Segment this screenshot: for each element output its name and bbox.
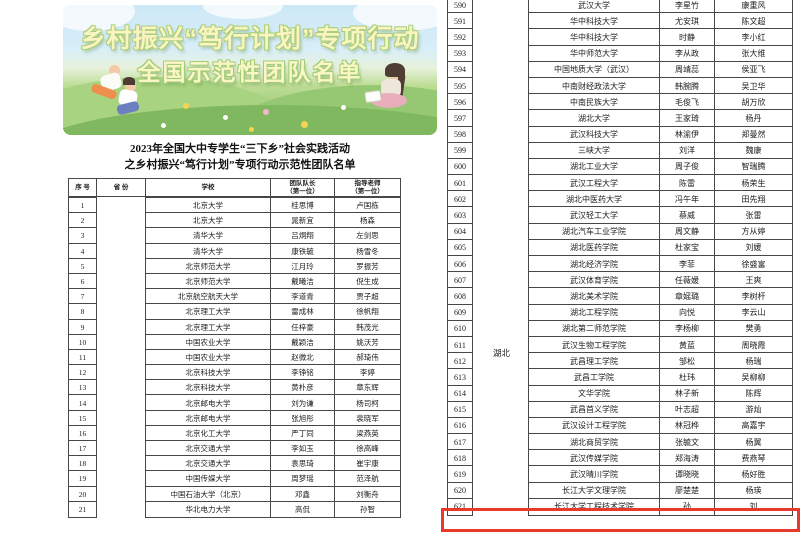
banner-title-line2: 全国示范性团队名单 (137, 59, 363, 85)
table-row: 601 武汉工程大学 陈雷 杨荣生 (447, 174, 793, 193)
table-row: 606 湖北经济学院 李菲 徐盛富 (447, 255, 793, 274)
right-table: 590 武汉大学 李星竹 康重风 591 华中科技大学 尤安琪 陈文超 592 华中科技大学 时静李… (447, 0, 793, 516)
flower-dot (249, 127, 254, 132)
table-row: 599 三峡大学 刘洋 魏康 (447, 141, 793, 160)
runner-figures (81, 63, 161, 133)
table-row: 607 武汉体育学院 任薇媛 王爽 (447, 271, 793, 290)
document-title-line1: 2023年全国大中专学生“三下乡”社会实践活动 (130, 143, 350, 155)
table-row: 616 武汉设计工程学院 林冠桦 高嘉宇 (447, 416, 793, 436)
table-row: 593 华中师范大学 李从政 张大维 (447, 44, 793, 63)
flower-dot (223, 115, 228, 120)
table-row: 617 湖北商贸学院 张毓文 杨翼 (447, 433, 793, 452)
left-table-body: 1 北京大学 桂思博 卢国栋 2 北京大学 晁新宜 杨森 3 清华大学 吕烔翔 左剑思 4 清华大学 康铁毓… (68, 197, 401, 518)
table-row: 1 北京大学 桂思博 卢国栋 (68, 197, 401, 215)
table-row: 596 中南民族大学 毛俊飞 胡万欣 (447, 93, 793, 112)
cloud-shape (203, 5, 283, 19)
table-row: 10 中国农业大学 戴颖洁 姚沃芳 (68, 333, 401, 351)
table-row: 12 北京科技大学 李铮铭 李婷 (68, 364, 401, 382)
cell-province (96, 500, 146, 518)
table-row: 16 北京化工大学 严丁同 梁燕英 (68, 424, 401, 442)
table-row: 613 武昌工学院 杜玮 吴柳柳 (447, 368, 793, 387)
cell-leader: 高侃 (270, 500, 335, 518)
table-row: 20 中国石油大学（北京） 邓鑫 刘衡舟 (68, 485, 401, 503)
table-row: 608 湖北美术学院 章媱璐 李树杆 (447, 287, 793, 306)
highlight-box-row-620 (441, 508, 800, 532)
table-row: 610 湖北第二师范学院 李杨柳 樊勇 (447, 319, 793, 338)
table-row: 11 中国农业大学 赵微北 郝琦伟 (68, 348, 401, 367)
table-row: 614 文华学院 林子新 陈辉 (447, 384, 793, 403)
table-row: 15 北京邮电大学 张旭彤 裴晓军 (68, 409, 401, 427)
table-row: 615 武昌首义学院 叶志超 游灿 (447, 400, 793, 419)
header-teacher: 指导老师 （第一位） (334, 178, 401, 197)
table-row: 591 华中科技大学 尤安琪 陈文超 (447, 12, 793, 31)
table-row: 7 北京航空航天大学 李道青 贾子超 (68, 288, 401, 306)
right-table-body: 590 武汉大学 李星竹 康重风 591 华中科技大学 尤安琪 陈文超 592 华中科技大学 时静李… (447, 0, 793, 516)
table-row: 18 北京交通大学 袁思琦 崔宇康 (68, 455, 401, 473)
table-row: 598 武汉科技大学 林渝伊 郑曼然 (447, 125, 793, 144)
banner-title-line1: 乡村振兴“笃行计划”专项行动 (80, 25, 420, 53)
table-row: 592 华中科技大学 时静 李小红 (447, 28, 793, 47)
flower-dot (263, 109, 269, 115)
table-row: 604 湖北汽车工业学院 周文静 方从婷 (447, 222, 793, 241)
cell-index: 21 (68, 500, 97, 518)
table-row: 9 北京理工大学 任梓豪 韩茂光 (68, 318, 401, 336)
table-row: 2 北京大学 晁新宜 杨森 (68, 212, 401, 230)
table-row: 621 长江大学工程技术学院孙刘 (447, 497, 793, 516)
table-row: 21 华北电力大学 高侃 孙智 (68, 500, 401, 518)
table-row: 609 湖北工程学院 向悦 李云山 (447, 303, 793, 322)
flower-dot (161, 123, 166, 128)
cell-teacher: 罗振芳 (334, 257, 401, 275)
table-row: 590 武汉大学 李星竹 康重风 (447, 0, 793, 15)
cell-school: 长江大学工程技术学院 (528, 497, 660, 516)
table-row: 13 北京科技大学 黄朴彦 章东辉 (68, 379, 401, 397)
header-province: 省 份 (96, 178, 146, 197)
reader-figure (363, 63, 433, 129)
province-label: 湖北 (492, 348, 510, 358)
document-title-line2: 之乡村振兴“笃行计划”专项行动示范性团队名单 (124, 158, 356, 171)
header-leader: 团队队长 （第一位） (270, 178, 335, 197)
cell-school: 华北电力大学 (145, 500, 271, 518)
table-row: 597 湖北大学 王家琦 杨丹 (447, 109, 793, 128)
table-row: 17 北京交通大学 李如玉 徐高峰 (68, 440, 401, 458)
table-row: 6 北京师范大学 戴曦洁 倪生成 (68, 272, 401, 291)
table-header-row: 序 号 省 份 学校 团队队长 （第一位） 指导老师 （第一位） (68, 178, 401, 197)
table-row: 618 武汉传媒学院 郑海涛 费燕琴 (447, 449, 793, 468)
table-row: 611 武汉生物工程学院 黄蓝 周晓霞 (447, 335, 793, 355)
cell-teacher: 陈文超 (714, 12, 793, 31)
cell-teacher: 孙智 (334, 500, 401, 518)
banner-illustration: 乡村振兴“笃行计划”专项行动 全国示范性团队名单 (63, 5, 437, 135)
header-school: 学校 (145, 178, 271, 197)
table-row: 4 清华大学 康铁毓 杨雪冬 (68, 242, 401, 260)
flower-dot (341, 105, 346, 110)
table-row: 602 湖北中医药大学 冯午年 田先翔 (447, 190, 793, 209)
flower-dot (301, 121, 308, 128)
table-row: 14 北京邮电大学 刘为谦 杨司柯 (68, 394, 401, 412)
table-row: 5 北京师范大学 江月玲 罗振芳 (68, 257, 401, 275)
cell-teacher: 刘 (714, 497, 793, 516)
table-row: 594 中国地质大学（武汉） 周靖蕊 侯亚飞 (447, 60, 793, 79)
table-row: 619 武汉晴川学院 谭晓晓 杨好胜 (447, 465, 793, 484)
header-index: 序 号 (68, 178, 97, 197)
table-row: 605 湖北医药学院 杜家宝 刘媛 (447, 238, 793, 257)
table-row: 612 武昌理工学院 邹松 杨瑞 (447, 352, 793, 371)
table-row: 8 北京理工大学 雷成林 徐帆翔 (68, 303, 401, 321)
table-row: 603 武汉轻工大学 蔡威 张雷 (447, 206, 793, 225)
table-row: 19 中国传媒大学 周梦瑶 范泽航 (68, 470, 401, 488)
table-row: 595 中南财经政法大学 韩腕腾 吴卫华 (447, 76, 793, 96)
table-row: 600 湖北工业大学 周子俊 智瑞腾 (447, 157, 793, 177)
left-table: 序 号 省 份 学校 团队队长 （第一位） 指导老师 （第一位） 1 北京大学 桂思… (68, 178, 401, 518)
document-title: 2023年全国大中专学生“三下乡”社会实践活动 之乡村振兴“笃行计划”专项行动示… (66, 142, 414, 174)
flower-dot (183, 103, 189, 109)
table-row: 3 清华大学 吕烔翔 左剑思 (68, 227, 401, 245)
table-row: 620 长江大学文理学院 廖楚楚 杨瑛 (447, 481, 793, 500)
